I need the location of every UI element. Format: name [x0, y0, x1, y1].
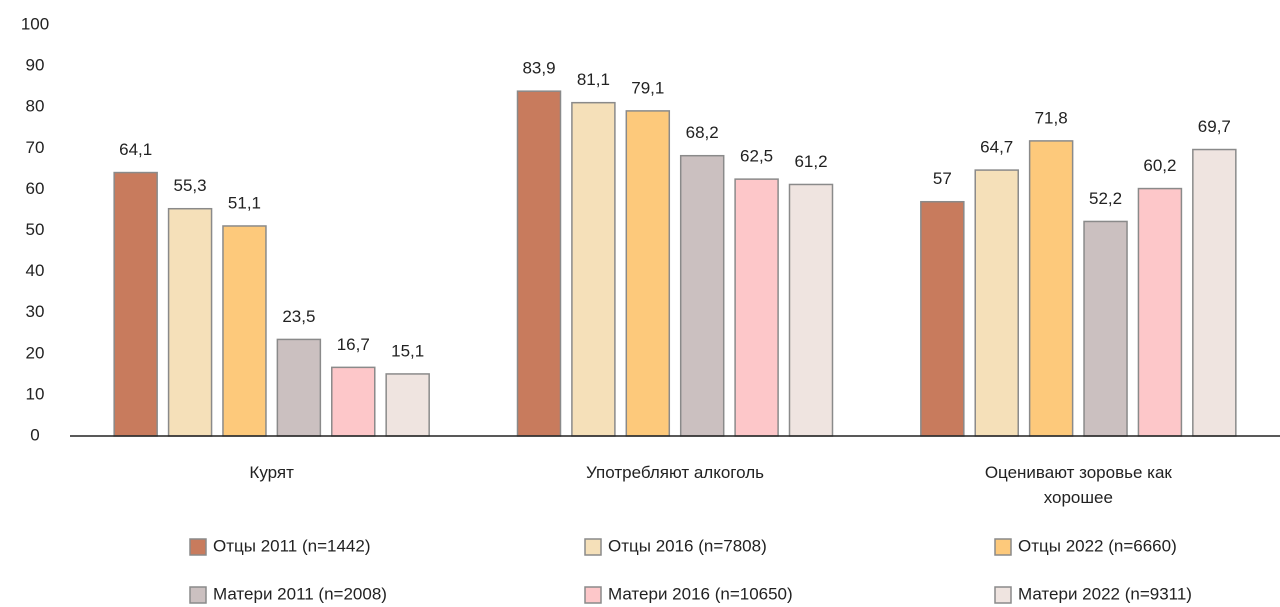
data-label: 23,5 [282, 307, 315, 326]
bar [113, 171, 158, 437]
y-tick-label: 70 [26, 138, 45, 157]
data-label: 64,7 [980, 138, 1013, 157]
data-label: 52,2 [1089, 189, 1122, 208]
data-label: 51,1 [228, 193, 261, 212]
bar [679, 154, 725, 437]
legend-swatch [189, 538, 207, 556]
bar [167, 207, 213, 437]
x-tick-label: Курят [249, 463, 294, 482]
bar [974, 169, 1019, 437]
bar [222, 225, 267, 437]
legend-label: Матери 2011 (n=2008) [213, 584, 387, 603]
data-label: 81,1 [577, 70, 610, 89]
legend-label: Отцы 2022 (n=6660) [1018, 536, 1177, 555]
bar [1028, 140, 1074, 437]
y-tick-label: 80 [26, 97, 45, 116]
data-label: 15,1 [391, 341, 424, 360]
y-tick-label: 0 [30, 425, 39, 444]
data-label: 64,1 [119, 140, 152, 159]
data-label: 16,7 [337, 335, 370, 354]
data-label: 62,5 [740, 147, 773, 166]
y-tick-label: 90 [26, 56, 45, 75]
legend-label: Отцы 2011 (n=1442) [213, 536, 371, 555]
y-tick-label: 60 [26, 179, 45, 198]
legend-label: Матери 2022 (n=9311) [1018, 584, 1192, 603]
x-tick-label: Оценивают зоровье как хорошее [984, 463, 1172, 507]
bar [516, 90, 562, 437]
bar [571, 101, 616, 437]
data-label: 79,1 [631, 78, 664, 97]
data-label: 55,3 [174, 176, 207, 195]
data-label: 57 [933, 169, 952, 188]
y-tick-label: 100 [21, 14, 49, 33]
y-tick-label: 30 [26, 302, 45, 321]
bar [788, 183, 834, 437]
bar [625, 110, 671, 437]
data-label: 83,9 [522, 59, 555, 78]
data-label: 60,2 [1143, 156, 1176, 175]
data-label: 68,2 [686, 123, 719, 142]
bar [734, 178, 779, 437]
bar [920, 200, 965, 437]
legend-swatch [189, 586, 207, 604]
bar [1083, 220, 1128, 437]
bar [1137, 187, 1183, 437]
bar [1192, 148, 1237, 437]
bar [276, 338, 322, 437]
y-tick-label: 40 [26, 261, 45, 280]
legend-label: Отцы 2016 (n=7808) [608, 536, 767, 555]
data-label: 69,7 [1198, 117, 1231, 136]
y-tick-label: 10 [26, 384, 45, 403]
legend-swatch [584, 586, 602, 604]
legend-swatch [584, 538, 602, 556]
legend-label: Матери 2016 (n=10650) [608, 584, 793, 603]
data-label: 71,8 [1035, 108, 1068, 127]
x-tick-label: Употребляют алкоголь [586, 463, 764, 482]
y-tick-label: 50 [26, 220, 45, 239]
legend-swatch [994, 538, 1012, 556]
legend-swatch [994, 586, 1012, 604]
bar [385, 373, 430, 437]
bar [331, 366, 376, 437]
data-label: 61,2 [794, 152, 827, 171]
y-tick-label: 20 [26, 343, 45, 362]
